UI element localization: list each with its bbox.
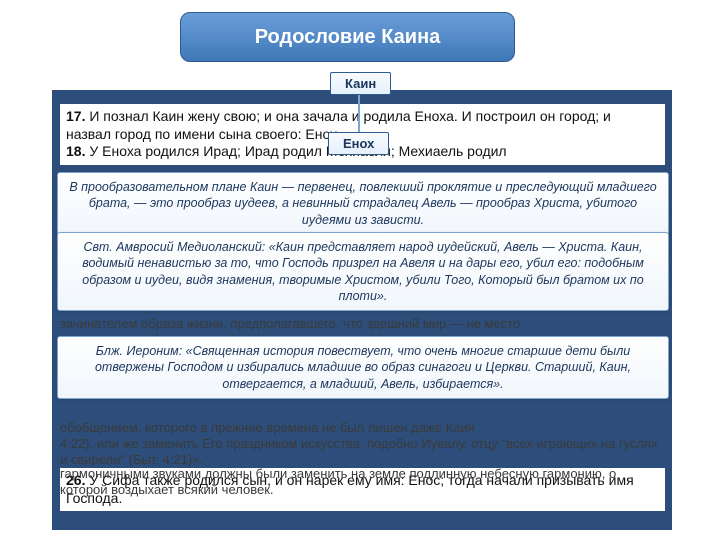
faded-text-mid2a: обобщением, которого в прежние времена н… xyxy=(60,420,665,436)
faded-text-mid2c: гармоничными звуками должны были заменит… xyxy=(60,466,665,499)
verse-18-text: У Еноха родился Ирад; Ирад родил Мехиаел… xyxy=(89,143,506,159)
commentary-panel-b: Свт. Амвросий Медиоланский: «Каин предст… xyxy=(57,232,669,311)
node-enoch: Енох xyxy=(328,132,389,155)
node-kain: Каин xyxy=(330,72,391,95)
verse-18-num: 18. xyxy=(66,143,89,159)
page-title: Родословие Каина xyxy=(180,12,515,62)
faded-text-mid1: зачинателем образа жизни, предполагавшег… xyxy=(60,316,665,332)
commentary-panel-a: В прообразовательном плане Каин — первен… xyxy=(57,172,669,235)
commentary-panel-c: Блж. Иероним: «Священная история повеств… xyxy=(57,336,669,399)
faded-text-mid2b: 4:22), или же заменить Его праздником ис… xyxy=(60,436,665,469)
connector-kain-enoch xyxy=(358,95,360,133)
verse-17-num: 17. xyxy=(66,108,89,124)
